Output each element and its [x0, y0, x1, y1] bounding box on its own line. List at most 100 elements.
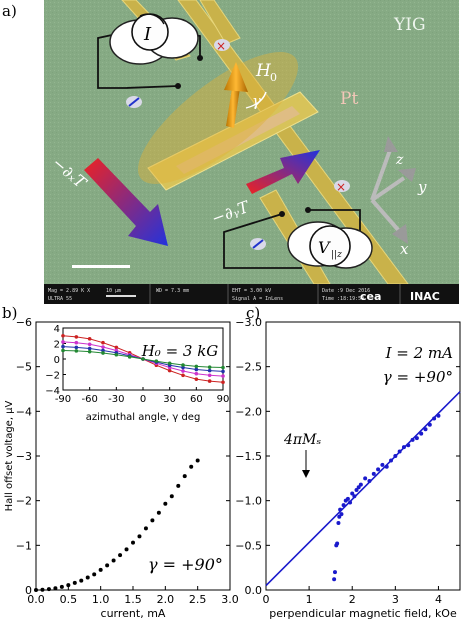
voltage-meter-symbol: V: [318, 238, 331, 257]
panel-c-data-point: [384, 464, 389, 469]
panel-b-data-point: [34, 588, 38, 592]
inset-x-tick-label: -30: [108, 394, 124, 405]
panel-c-data-point: [432, 416, 437, 421]
panel-c-annotation-current: I = 2 mA: [385, 344, 454, 362]
panel-b-data-point: [189, 464, 194, 469]
inset-data-point: [181, 363, 185, 367]
panel-b-data-point: [92, 572, 97, 577]
axis-y-label: y: [417, 178, 427, 196]
panel-b-data-point: [85, 575, 90, 580]
electrode-markers: × ×: [126, 39, 350, 250]
field-rotation-plane: [137, 51, 299, 185]
panel-b-y-tick-label: −2: [16, 495, 32, 508]
panel-b: b) 0 −1 −2 −3 −4 −5 −6 0.0 0.5 1.0 1.5 2.0 2.5 3.0 c…: [2, 304, 239, 620]
inset-data-point: [194, 367, 199, 372]
panel-c-data-point: [389, 458, 394, 463]
panel-c-y-axis: 0.0 −0.5 −1.0 −1.5 −2.0 −2.5 −3.0: [235, 316, 460, 597]
panel-b-data-point: [46, 587, 51, 592]
inset-y-tick-label: −4: [45, 386, 60, 397]
inset-data-point: [61, 340, 65, 344]
inset-x-tick-label: 0: [140, 394, 146, 405]
panel-a-label: a): [2, 2, 17, 20]
panel-b-data-point: [66, 583, 71, 588]
panel-b-x-tick-label: 0.0: [27, 593, 45, 606]
coordinate-axes: z y x: [370, 136, 427, 258]
panel-c-data-point: [335, 541, 340, 546]
panel-c-y-tick-label: −0.5: [235, 539, 262, 552]
inset-data-point: [61, 344, 65, 349]
material-label: YIG: [393, 15, 426, 35]
panel-b-x-tick-label: 2.0: [157, 593, 175, 606]
panel-c-data-point: [358, 482, 363, 487]
panel-c-y-tick-label: −3.0: [235, 316, 262, 329]
panel-b-data-point: [53, 586, 58, 591]
panel-c-data-point: [338, 507, 343, 512]
panel-b-data-point: [169, 494, 174, 499]
inset-y-tick-label: 4: [54, 324, 60, 335]
inset-data-point: [194, 364, 199, 369]
plus-marker-right: ×: [336, 180, 346, 194]
panel-c-data-point: [436, 413, 441, 418]
panel-c-x-tick-label: 1: [306, 593, 313, 606]
plus-marker-top: ×: [216, 39, 226, 53]
inset-data-point: [74, 349, 79, 353]
field-arrow: H 0 γ: [224, 61, 277, 128]
panel-b-y-tick-label: −3: [16, 450, 32, 463]
sem-date: Date :9 Dec 2016: [322, 288, 370, 294]
panel-c-y-tick-label: −2.0: [235, 405, 262, 418]
inset-y-tick-label: 0: [54, 355, 60, 366]
inset-data-series: [61, 333, 225, 385]
panel-c-data-point: [350, 491, 355, 496]
inset-data-point: [114, 352, 119, 357]
inset-y-tick-label: −2: [45, 371, 60, 382]
panel-c-data-point: [401, 445, 406, 450]
panel-b-y-label: Hall offset voltage, μV: [4, 400, 15, 511]
panel-b-x-tick-label: 2.5: [189, 593, 207, 606]
inset-data-point: [154, 359, 159, 363]
sem-wd: WD = 7.3 mm: [156, 288, 189, 294]
sem-info-bar: Mag = 2.89 K X ULTRA 55 10 μm WD = 7.3 m…: [44, 284, 459, 304]
voltage-meter-subscript: ||z: [331, 250, 342, 260]
scale-bar: [72, 265, 130, 268]
panel-b-y-tick-label: −5: [16, 361, 32, 374]
minus-marker-bottom: [252, 239, 264, 249]
panel-c-x-tick-label: 2: [349, 593, 356, 606]
panel-b-data-point: [59, 584, 64, 589]
panel-b-data-point: [150, 518, 155, 523]
inset-data-point: [207, 379, 212, 383]
panel-b-label: b): [2, 304, 17, 322]
gamma-label: γ: [252, 92, 261, 110]
field-subscript: 0: [270, 71, 277, 84]
panel-c-data-point: [332, 570, 337, 575]
inset-annotation: H₀ = 3 kG: [141, 342, 219, 360]
panel-b-y-tick-label: −4: [16, 405, 32, 418]
panel-c-data-point: [380, 462, 385, 467]
panel-c-data-point: [354, 487, 359, 492]
panel-c-y-tick-label: −1.5: [235, 450, 262, 463]
inset-data-point: [114, 345, 119, 350]
panel-b-data-point: [124, 547, 129, 552]
sem-instrument: ULTRA 55: [48, 296, 72, 302]
inset-data-point: [101, 351, 105, 355]
panel-c-data-point: [363, 476, 368, 481]
panel-b-x-tick-label: 1.0: [92, 593, 110, 606]
inset-data-point: [181, 369, 185, 373]
inset-data-point: [127, 355, 132, 359]
inset-x-tick-label: 90: [217, 394, 230, 405]
inset-x-tick-label: -90: [55, 394, 71, 405]
panel-b-data-point: [79, 578, 84, 583]
panel-c-data-point: [423, 427, 428, 432]
inset-data-point: [207, 368, 212, 373]
panel-b-x-axis: 0.0 0.5 1.0 1.5 2.0 2.5 3.0: [27, 586, 239, 606]
panel-b-x-label: current, mA: [101, 607, 166, 620]
panel-b-data-point: [143, 526, 148, 531]
panel-c-data-point: [427, 422, 432, 427]
panel-c-data-point: [356, 485, 361, 490]
panel-c-fit-line: [265, 391, 461, 587]
inset-data-point: [101, 345, 105, 349]
inset-x-label: azimuthal angle, γ deg: [86, 412, 201, 423]
inset-data-point: [181, 373, 185, 378]
inset-data-point: [87, 342, 92, 347]
sem-logo-inac: INAC: [410, 290, 440, 303]
panel-c-ms-annotation: 4πMₛ: [283, 432, 321, 448]
